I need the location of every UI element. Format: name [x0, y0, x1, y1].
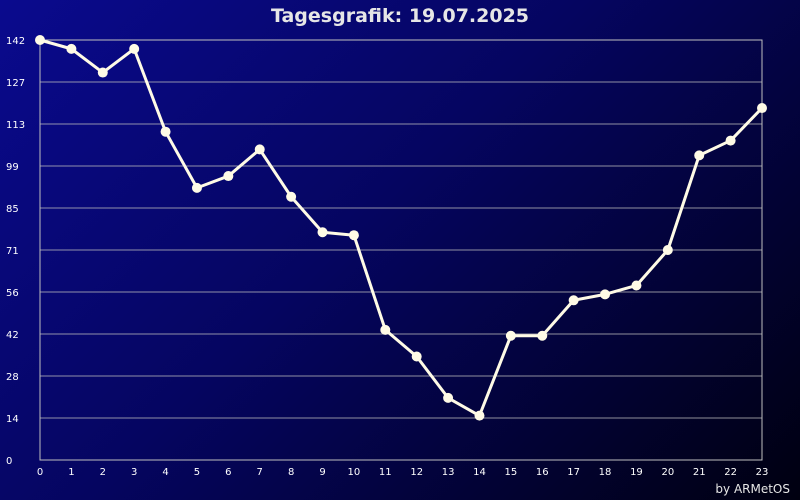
data-point	[725, 135, 736, 146]
y-tick-label: 142	[6, 36, 25, 47]
x-tick-label: 21	[693, 467, 706, 478]
x-tick-label: 9	[319, 467, 325, 478]
x-tick-label: 3	[131, 467, 137, 478]
x-tick-label: 4	[162, 467, 168, 478]
x-tick-label: 23	[756, 467, 769, 478]
data-point	[160, 126, 171, 137]
x-tick-label: 7	[257, 467, 263, 478]
y-tick-label: 14	[6, 414, 19, 425]
data-point	[223, 171, 234, 182]
data-point	[191, 182, 202, 193]
x-tick-label: 18	[599, 467, 612, 478]
y-tick-label: 127	[6, 78, 25, 89]
credit-text: by ARMetOS	[715, 482, 790, 496]
data-point	[537, 330, 548, 341]
y-tick-label: 85	[6, 204, 19, 215]
x-tick-label: 5	[194, 467, 200, 478]
x-tick-label: 13	[442, 467, 455, 478]
data-point	[66, 43, 77, 54]
y-tick-label: 113	[6, 120, 25, 131]
data-point	[317, 227, 328, 238]
y-tick-label: 28	[6, 372, 19, 383]
y-tick-label: 99	[6, 162, 19, 173]
data-point	[631, 280, 642, 291]
data-point	[380, 324, 391, 335]
x-tick-label: 6	[225, 467, 231, 478]
x-tick-label: 14	[473, 467, 486, 478]
x-tick-label: 11	[379, 467, 392, 478]
x-tick-label: 12	[410, 467, 423, 478]
x-tick-label: 8	[288, 467, 294, 478]
x-tick-label: 20	[661, 467, 674, 478]
x-tick-label: 0	[37, 467, 43, 478]
data-point	[286, 191, 297, 202]
x-tick-label: 19	[630, 467, 643, 478]
x-tick-label: 1	[68, 467, 74, 478]
y-tick-label: 56	[6, 288, 19, 299]
data-point	[568, 295, 579, 306]
data-point	[129, 43, 140, 54]
data-point	[474, 410, 485, 421]
x-tick-label: 17	[567, 467, 580, 478]
y-tick-label: 42	[6, 330, 19, 341]
series-line	[39, 38, 764, 418]
x-tick-label: 15	[505, 467, 518, 478]
data-point	[757, 103, 767, 114]
data-point	[662, 245, 673, 255]
x-tick-label: 22	[724, 467, 737, 478]
data-point	[505, 330, 516, 341]
x-tick-label: 16	[536, 467, 549, 478]
y-tick-label: 71	[6, 246, 19, 257]
data-point	[600, 289, 611, 300]
data-point	[35, 35, 45, 45]
data-point	[443, 392, 454, 403]
data-point	[348, 230, 359, 241]
x-tick-label: 2	[100, 467, 106, 478]
y-tick-label: 0	[6, 456, 12, 467]
data-point	[411, 351, 422, 362]
data-point	[97, 67, 108, 78]
data-point	[694, 150, 705, 161]
x-tick-label: 10	[348, 467, 361, 478]
chart-title: Tagesgrafik: 19.07.2025	[270, 5, 530, 27]
data-point	[254, 144, 265, 155]
